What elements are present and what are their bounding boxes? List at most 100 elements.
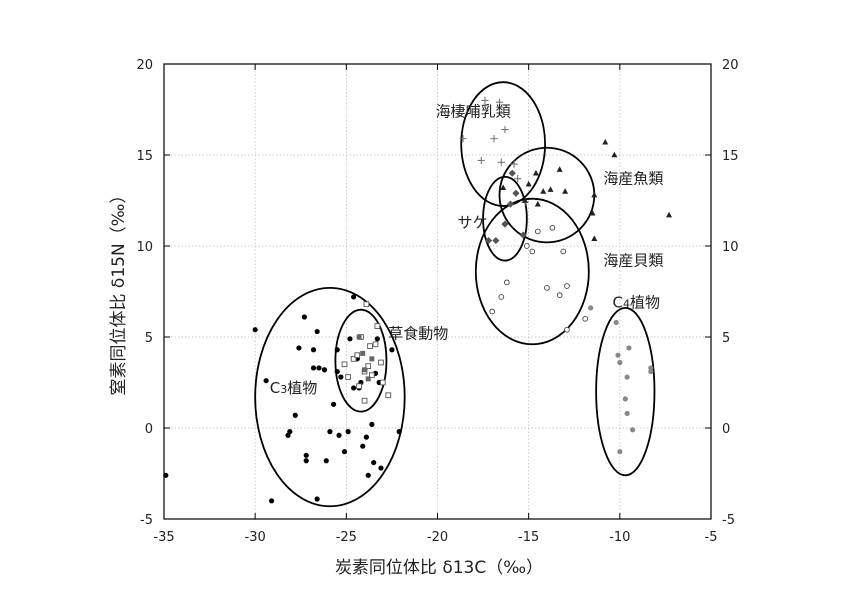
- data-point: [484, 236, 493, 245]
- data-point: [503, 279, 510, 286]
- group-label: C4植物: [613, 293, 661, 311]
- subscript: 4: [623, 297, 630, 310]
- data-point: [369, 421, 375, 427]
- data-point: [602, 138, 609, 145]
- group-label: C3植物: [270, 379, 318, 397]
- data-point: [389, 347, 395, 353]
- x-axis-title: 炭素同位体比 δ13C（‰）: [335, 558, 543, 578]
- data-point: [589, 209, 596, 216]
- data-point: [396, 429, 402, 435]
- group-label: 海産貝類: [603, 252, 663, 270]
- y-tick-label: 10: [136, 240, 153, 255]
- data-point: [500, 184, 507, 191]
- data-point: [532, 169, 539, 176]
- data-point: [617, 449, 623, 455]
- data-point: [341, 449, 348, 455]
- data-point: [316, 365, 322, 371]
- data-point: [477, 156, 485, 165]
- data-point: [510, 160, 518, 168]
- data-point: [323, 458, 329, 464]
- data-point: [365, 363, 372, 369]
- data-point: [296, 345, 302, 351]
- data-point: [648, 368, 654, 375]
- data-point: [622, 396, 628, 402]
- data-point: [314, 496, 320, 502]
- data-point: [369, 356, 375, 362]
- data-point: [547, 186, 554, 192]
- data-point: [591, 235, 598, 242]
- data-point: [345, 374, 352, 380]
- data-point: [372, 341, 379, 348]
- group-ellipse: [254, 286, 406, 508]
- data-point: [624, 410, 630, 417]
- data-point: [522, 197, 529, 203]
- data-point: [301, 314, 307, 320]
- data-point: [341, 361, 348, 368]
- data-point: [303, 452, 309, 458]
- axes: -35 -30 -25 -20 -15 -10 -5 -5 0 5 10 15 20 -5 0 5 10 15 20: [136, 58, 738, 545]
- data-point: [501, 125, 509, 134]
- x-tick-label: -20: [427, 530, 448, 545]
- group-ellipses: [254, 81, 656, 508]
- group-ellipse: [460, 81, 546, 207]
- data-point: [534, 200, 541, 207]
- y-right-tick-label: 5: [722, 331, 730, 346]
- data-point: [330, 401, 337, 407]
- data-point: [379, 379, 386, 386]
- data-point: [626, 345, 632, 351]
- data-point: [263, 378, 269, 384]
- group-ellipse: [334, 308, 388, 413]
- data-point: [314, 328, 320, 335]
- data-point: [540, 188, 547, 194]
- data-point: [287, 429, 293, 435]
- y-tick-label: 5: [145, 331, 153, 346]
- data-point: [459, 135, 467, 143]
- y-right-tick-label: 0: [722, 422, 730, 437]
- data-point: [648, 365, 654, 371]
- data-point: [617, 359, 623, 366]
- data-point: [365, 376, 371, 382]
- y-tick-label: 20: [136, 58, 153, 73]
- y-tick-label: -5: [140, 513, 153, 528]
- x-tick-label: -30: [245, 530, 266, 545]
- data-point: [591, 191, 598, 198]
- data-point: [363, 301, 370, 308]
- group-label: サケ: [458, 213, 488, 231]
- data-point: [501, 220, 509, 228]
- data-point: [529, 248, 536, 255]
- x-tick-label: -15: [518, 530, 539, 545]
- data-point: [365, 472, 371, 478]
- data-point: [363, 434, 369, 440]
- y-right-tick-label: -5: [722, 513, 735, 528]
- data-point: [508, 169, 516, 177]
- data-point: [321, 367, 328, 373]
- data-point: [498, 294, 505, 300]
- data-point: [367, 343, 373, 349]
- x-tick-label: -35: [153, 530, 174, 545]
- data-point: [489, 308, 496, 315]
- data-point: [525, 180, 532, 187]
- data-point: [356, 383, 362, 389]
- x-tick-label: -5: [705, 530, 718, 545]
- data-point: [514, 175, 522, 183]
- data-point: [310, 365, 317, 371]
- data-point: [378, 359, 384, 366]
- data-point: [519, 231, 527, 239]
- data-point: [490, 135, 498, 143]
- data-point: [564, 326, 570, 333]
- data-point: [588, 305, 594, 311]
- data-point: [544, 285, 550, 291]
- data-point: [371, 459, 377, 466]
- data-point: [292, 412, 298, 418]
- data-point: [252, 327, 258, 333]
- data-point: [492, 236, 500, 245]
- data-point: [334, 368, 340, 375]
- group-ellipse: [482, 175, 528, 262]
- data-point: [369, 372, 375, 379]
- data-point: [497, 158, 505, 166]
- data-point: [666, 211, 673, 218]
- data-point: [481, 96, 489, 104]
- data-point: [362, 367, 368, 373]
- data-point: [611, 151, 618, 158]
- data-point: [303, 458, 309, 464]
